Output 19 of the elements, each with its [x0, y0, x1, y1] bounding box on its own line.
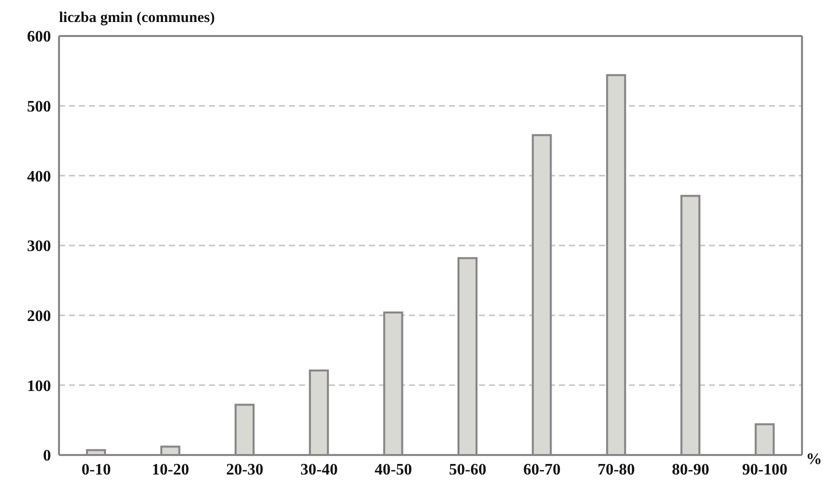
- y-tick-label: 0: [43, 448, 51, 465]
- x-axis-title: %: [806, 451, 822, 469]
- x-tick-label: 40-50: [374, 461, 412, 478]
- y-tick-label: 600: [27, 28, 51, 46]
- x-tick-label: 20-30: [226, 461, 264, 478]
- y-tick-label: 100: [27, 378, 51, 395]
- x-tick-label: 80-90: [672, 461, 710, 478]
- y-axis-title: liczba gmin (communes): [59, 10, 215, 27]
- x-tick-label: 70-80: [598, 461, 635, 478]
- x-tick-label: 10-20: [152, 461, 190, 478]
- x-tick-label: 90-100: [742, 461, 788, 478]
- y-tick-label: 400: [27, 168, 51, 186]
- x-tick-label: 50-60: [448, 461, 486, 478]
- x-tick-label: 0-10: [81, 461, 111, 478]
- y-tick-label: 200: [27, 308, 51, 326]
- y-tick-label: 300: [27, 238, 51, 256]
- y-tick-label: 500: [27, 98, 51, 116]
- x-tick-label: 30-40: [300, 461, 338, 478]
- x-tick-label: 60-70: [523, 461, 561, 478]
